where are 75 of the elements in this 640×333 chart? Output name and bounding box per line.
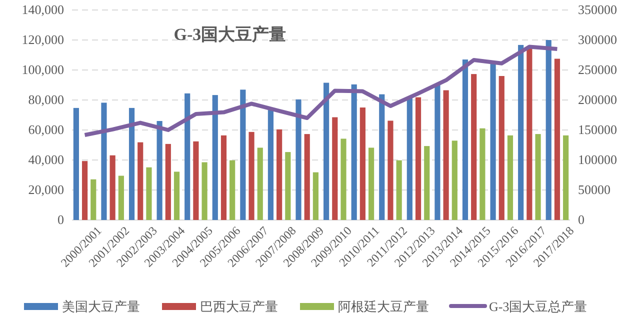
- bar: [554, 58, 560, 220]
- bar: [368, 148, 374, 220]
- y2-tick-label: 350000: [578, 2, 617, 18]
- bar: [248, 132, 254, 220]
- bar: [285, 152, 291, 220]
- bar: [332, 117, 338, 220]
- y-tick-label: 120,000: [22, 32, 64, 48]
- bar: [424, 146, 430, 220]
- bar: [193, 141, 199, 220]
- bar: [82, 161, 88, 220]
- legend-label: 巴西大豆产量: [200, 299, 278, 314]
- bar: [304, 134, 310, 220]
- bar: [312, 172, 318, 220]
- bar: [296, 99, 302, 220]
- y-tick-label: 40,000: [28, 152, 64, 168]
- bar: [526, 46, 532, 220]
- y2-tick-label: 150000: [578, 122, 617, 138]
- bar: [174, 172, 180, 220]
- bar: [257, 148, 263, 220]
- bar: [202, 162, 208, 220]
- y-tick-label: 100,000: [22, 62, 64, 78]
- y2-tick-label: 200000: [578, 92, 617, 108]
- text: G-3国大豆产量: [174, 25, 286, 44]
- bar: [498, 76, 504, 220]
- bar: [128, 108, 135, 220]
- bar: [443, 90, 449, 220]
- bar: [110, 155, 116, 220]
- line-series: [82, 44, 560, 137]
- bar: [507, 135, 514, 220]
- bar: [471, 74, 477, 220]
- bar: [156, 121, 162, 220]
- bar: [340, 138, 346, 220]
- bar: [73, 108, 79, 220]
- y-tick-label: 20,000: [28, 182, 64, 198]
- y2-tick-label: 0: [578, 212, 584, 228]
- bar: [165, 144, 171, 220]
- bar: [563, 135, 569, 220]
- bar: [546, 40, 552, 220]
- bar: [240, 90, 246, 220]
- bar: [184, 93, 190, 220]
- legend-label: 阿根廷大豆产量: [338, 299, 429, 314]
- legend-label: 美国大豆产量: [62, 299, 140, 314]
- bar: [518, 44, 524, 220]
- bar: [415, 97, 422, 220]
- bar: [138, 142, 144, 220]
- bar: [230, 160, 236, 220]
- bar: [146, 167, 152, 220]
- legend-label: G-3国大豆总产量: [489, 299, 588, 314]
- y-tick-label: 140,000: [22, 2, 64, 18]
- bar: [351, 84, 357, 220]
- y2-tick-label: 250000: [578, 62, 617, 78]
- bar: [452, 140, 458, 220]
- bar: [90, 179, 96, 220]
- y2-tick-label: 100000: [578, 152, 617, 168]
- y-tick-label: 60,000: [28, 122, 64, 138]
- bar: [220, 135, 227, 220]
- bar: [101, 102, 107, 220]
- bar: [276, 129, 282, 220]
- bar: [396, 160, 402, 220]
- y-tick-label: 80,000: [28, 92, 64, 108]
- y2-tick-label: 50000: [578, 182, 610, 198]
- bar: [480, 128, 486, 220]
- bar: [388, 120, 394, 220]
- y-tick-label: 0: [58, 212, 64, 228]
- bar: [535, 134, 541, 220]
- bar: [268, 110, 274, 220]
- bar: [434, 84, 440, 220]
- bar: [379, 94, 385, 220]
- bar: [324, 82, 330, 220]
- bar: [406, 96, 412, 220]
- bar: [462, 60, 468, 220]
- bar: [360, 108, 366, 220]
- bar: [118, 176, 124, 220]
- bar: [212, 95, 218, 220]
- y2-tick-label: 300000: [578, 32, 617, 48]
